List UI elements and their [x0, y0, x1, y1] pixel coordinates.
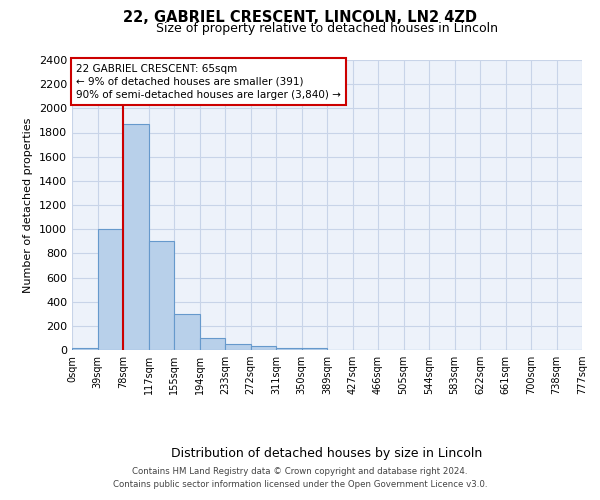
- Bar: [251, 346, 276, 350]
- Bar: [72, 348, 97, 350]
- Bar: [123, 124, 149, 350]
- Bar: [199, 338, 225, 350]
- Text: 22, GABRIEL CRESCENT, LINCOLN, LN2 4ZD: 22, GABRIEL CRESCENT, LINCOLN, LN2 4ZD: [123, 10, 477, 25]
- Text: 22 GABRIEL CRESCENT: 65sqm
← 9% of detached houses are smaller (391)
90% of semi: 22 GABRIEL CRESCENT: 65sqm ← 9% of detac…: [76, 64, 341, 100]
- Title: Size of property relative to detached houses in Lincoln: Size of property relative to detached ho…: [156, 22, 498, 35]
- Bar: [149, 242, 174, 350]
- Bar: [302, 348, 327, 350]
- Bar: [97, 229, 123, 350]
- Bar: [225, 344, 251, 350]
- Y-axis label: Number of detached properties: Number of detached properties: [23, 118, 34, 292]
- Text: Contains HM Land Registry data © Crown copyright and database right 2024.
Contai: Contains HM Land Registry data © Crown c…: [113, 468, 487, 489]
- Bar: [276, 348, 302, 350]
- X-axis label: Distribution of detached houses by size in Lincoln: Distribution of detached houses by size …: [172, 447, 482, 460]
- Bar: [174, 314, 199, 350]
